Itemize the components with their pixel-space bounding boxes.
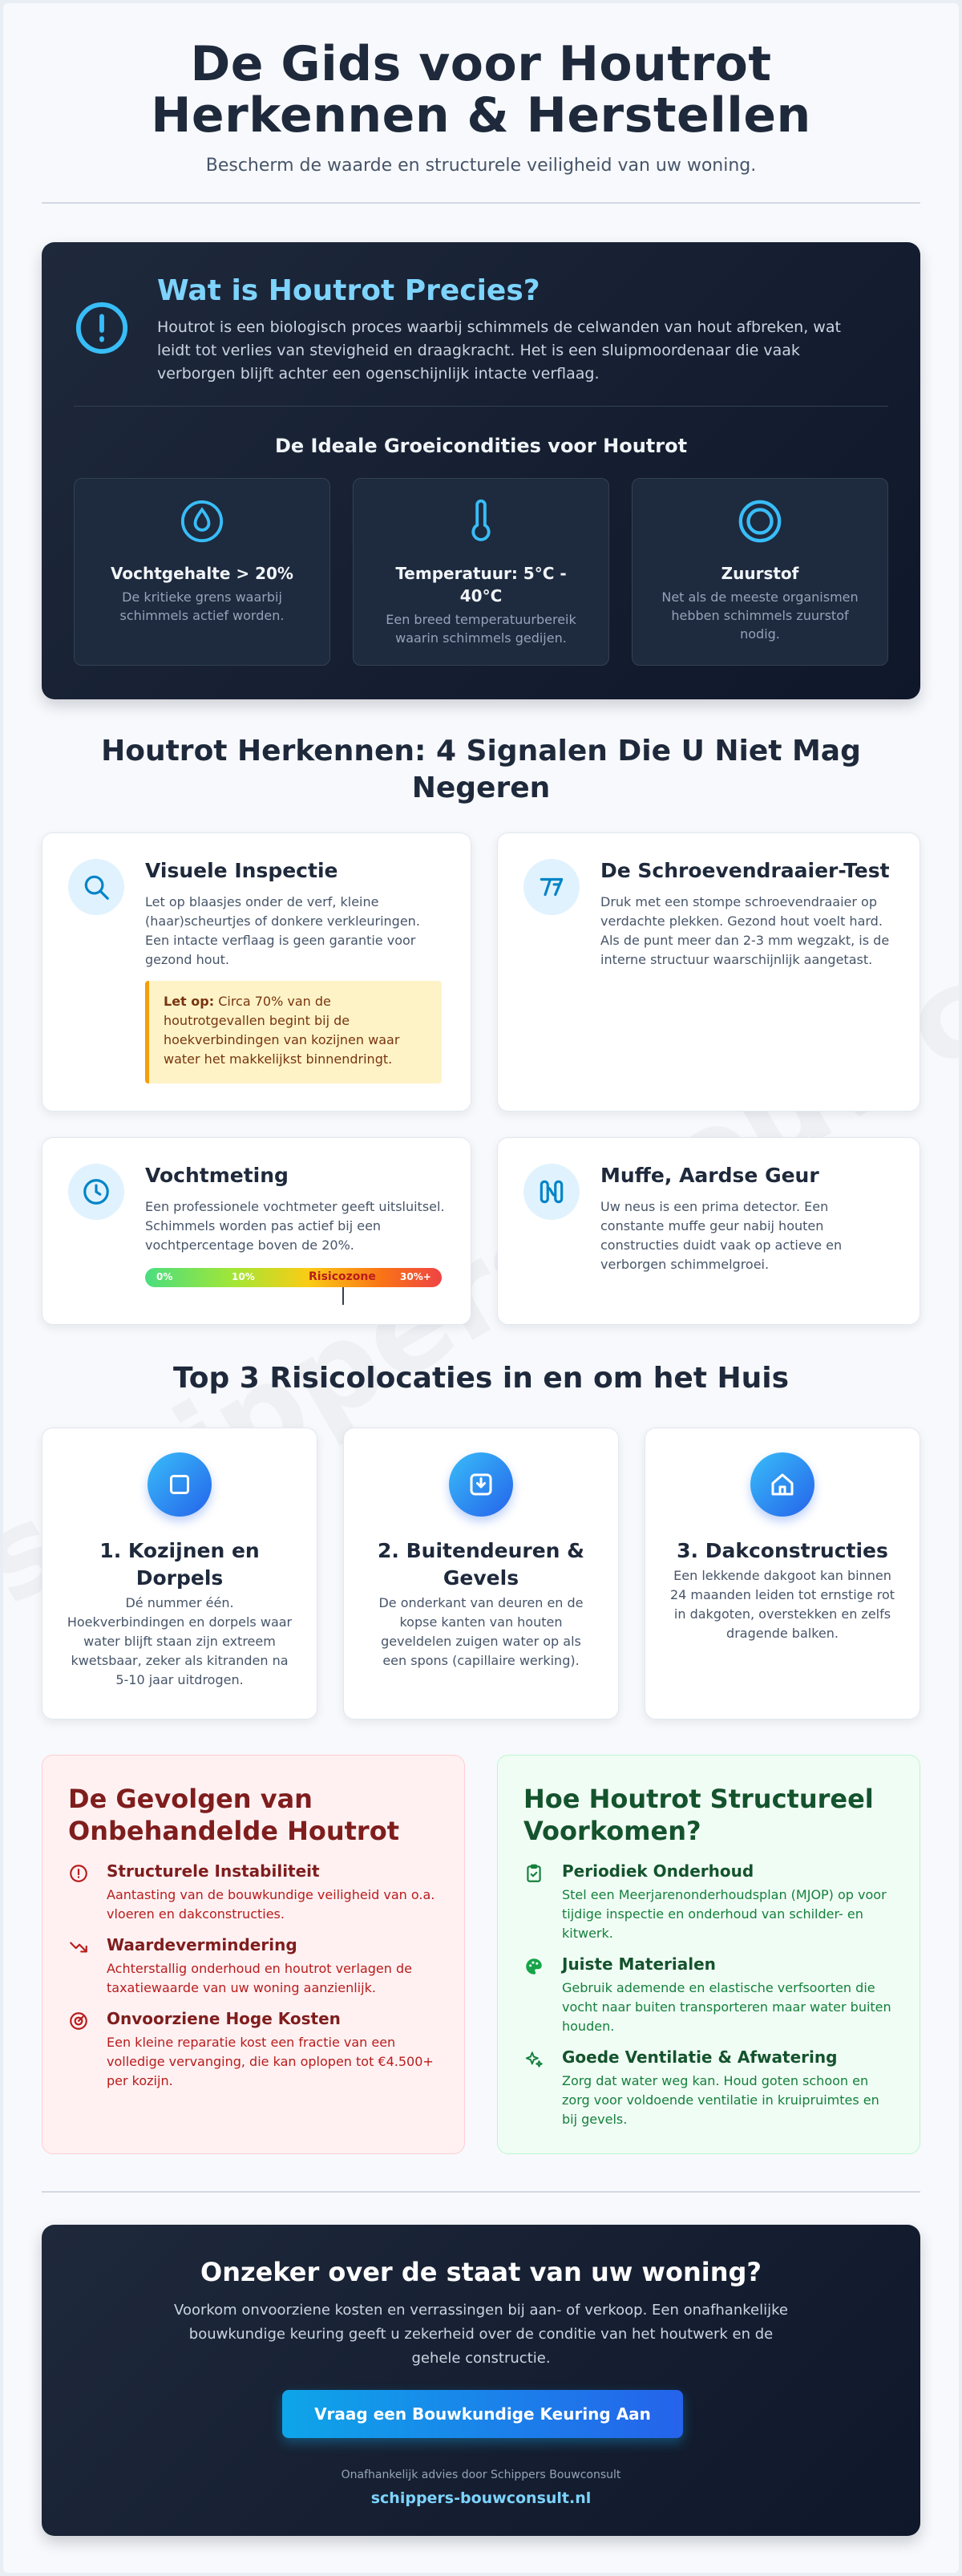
signal-title: Vochtmeting — [145, 1164, 289, 1187]
meter-label: 30%+ — [400, 1271, 431, 1282]
signal-card-screwdriver: De Schroevendraaier-Test Druk met een st… — [497, 832, 920, 1112]
consequence-title: Structurele Instabiliteit — [107, 1861, 320, 1881]
meter-label: 10% — [232, 1271, 255, 1282]
nose-icon — [523, 1164, 580, 1220]
risk-card-frames: 1. Kozijnen en Dorpels Dé nummer één. Ho… — [42, 1428, 317, 1719]
condition-desc: De kritieke grens waarbij schimmels acti… — [119, 589, 285, 623]
intro-description: Houtrot is een biologisch proces waarbij… — [157, 318, 841, 383]
prevention-title: Hoe Houtrot Structureel Voorkomen? — [523, 1784, 874, 1846]
consequence-text: Achterstallig onderhoud en houtrot verla… — [107, 1961, 412, 1995]
divider — [42, 2191, 920, 2193]
condition-desc: Een breed temperatuurbereik waarin schim… — [386, 612, 576, 646]
risk-text: De onderkant van deuren en de kopse kant… — [378, 1595, 584, 1668]
water-drop-icon — [180, 500, 224, 543]
consequence-text: Een kleine reparatie kost een fractie va… — [107, 2035, 434, 2088]
risk-title: 3. Dakconstructies — [677, 1539, 888, 1562]
cta-title: Onzeker over de staat van uw woning? — [200, 2257, 762, 2287]
sparkles-icon — [525, 2051, 543, 2068]
oxygen-ring-icon — [738, 500, 782, 543]
paint-palette-icon — [526, 1958, 542, 1975]
moisture-meter: 0% 10% Risicozone 30%+ — [145, 1268, 442, 1287]
risk-card-doors: 2. Buitendeuren & Gevels De onderkant va… — [343, 1428, 619, 1719]
cta-attribution: Onafhankelijk advies door Schippers Bouw… — [341, 2469, 621, 2481]
prevention-text: Stel een Meerjarenonderhoudsplan (MJOP) … — [562, 1887, 887, 1941]
signal-title: De Schroevendraaier-Test — [600, 859, 890, 882]
alert-circle-icon — [70, 1865, 87, 1882]
consequence-title: Waardevermindering — [107, 1935, 297, 1954]
cta-card: Onzeker over de staat van uw woning? Voo… — [42, 2225, 920, 2536]
page-title: De Gids voor Houtrot Herkennen & Herstel… — [42, 38, 920, 141]
window-frame-icon — [148, 1452, 212, 1517]
title-line-1: De Gids voor Houtrot — [190, 36, 772, 92]
intro-title: Wat is Houtrot Precies? — [157, 274, 540, 307]
risk-title: 1. Kozijnen en Dorpels — [99, 1539, 260, 1590]
signal-card-smell: Muffe, Aardse Geur Uw neus is een prima … — [497, 1137, 920, 1325]
risk-title: 2. Buitendeuren & Gevels — [378, 1539, 584, 1590]
divider — [42, 202, 920, 204]
trending-down-icon — [70, 1942, 87, 1953]
condition-card-oxygen: Zuurstof Net als de meeste organismen he… — [632, 478, 888, 666]
condition-title: Zuurstof — [721, 564, 799, 583]
screwdriver-icon — [523, 859, 580, 915]
intro-card: Wat is Houtrot Precies? Houtrot is een b… — [42, 242, 920, 699]
signal-card-moisture: Vochtmeting Een professionele vochtmeter… — [42, 1137, 471, 1325]
condition-card-moisture: Vochtgehalte > 20% De kritieke grens waa… — [74, 478, 330, 666]
prevention-title: Periodiek Onderhoud — [562, 1861, 754, 1881]
page: schippers-bouwconsult De Gids voor Houtr… — [3, 3, 959, 2573]
prevention-title: Juiste Materialen — [562, 1954, 716, 1974]
title-line-2: Herkennen & Herstellen — [151, 87, 811, 144]
exclamation-circle-icon — [75, 302, 128, 354]
consequence-text: Aantasting van de bouwkundige veiligheid… — [107, 1887, 435, 1922]
page-subtitle: Bescherm de waarde en structurele veilig… — [205, 156, 757, 176]
condition-title: Vochtgehalte > 20% — [111, 564, 293, 583]
condition-desc: Net als de meeste organismen hebben schi… — [661, 589, 859, 642]
risks-title: Top 3 Risicolocaties in en om het Huis — [172, 1362, 790, 1395]
signal-card-visual: Visuele Inspectie Let op blaasjes onder … — [42, 832, 471, 1112]
warning-note: Let op: Circa 70% van de houtrotgevallen… — [145, 981, 442, 1083]
website-link[interactable]: schippers-bouwconsult.nl — [370, 2489, 592, 2507]
prevention-title: Goede Ventilatie & Afwatering — [562, 2047, 838, 2067]
intro-divider — [74, 406, 888, 407]
signal-title: Visuele Inspectie — [145, 859, 338, 882]
risk-card-roof: 3. Dakconstructies Een lekkende dakgoot … — [645, 1428, 920, 1719]
signal-text: Een professionele vochtmeter geeft uitsl… — [145, 1199, 445, 1253]
signal-text: Uw neus is een prima detector. Een const… — [600, 1199, 843, 1272]
consequence-title: Onvoorziene Hoge Kosten — [107, 2009, 341, 2028]
conditions-title: De Ideale Groeicondities voor Houtrot — [274, 435, 688, 457]
condition-card-temperature: Temperatuur: 5°C - 40°C Een breed temper… — [353, 478, 609, 666]
prevention-panel: Hoe Houtrot Structureel Voorkomen? Perio… — [497, 1755, 920, 2154]
meter-indicator — [342, 1287, 344, 1305]
risk-text: Een lekkende dakgoot kan binnen 24 maand… — [669, 1568, 895, 1641]
signal-title: Muffe, Aardse Geur — [600, 1164, 819, 1187]
prevention-text: Gebruik ademende en elastische verfsoort… — [562, 1980, 891, 2034]
signal-text: Let op blaasjes onder de verf, kleine (h… — [145, 894, 420, 967]
request-inspection-button[interactable]: Vraag een Bouwkundige Keuring Aan — [282, 2390, 683, 2438]
consequences-title: De Gevolgen van Onbehandelde Houtrot — [68, 1784, 399, 1846]
door-download-icon — [449, 1452, 513, 1517]
meter-label: 0% — [156, 1271, 173, 1282]
house-icon — [750, 1452, 814, 1517]
consequences-panel: De Gevolgen van Onbehandelde Houtrot Str… — [42, 1755, 465, 2154]
page-header: De Gids voor Houtrot Herkennen & Herstel… — [42, 38, 920, 176]
gauge-icon — [70, 2012, 87, 2030]
risk-text: Dé nummer één. Hoekverbindingen en dorpe… — [67, 1595, 293, 1687]
cta-text: Voorkom onvoorziene kosten en verrassing… — [174, 2302, 788, 2367]
thermometer-icon — [471, 499, 491, 541]
signal-text: Druk met een stompe schroevendraaier op … — [600, 894, 890, 967]
clipboard-check-icon — [527, 1864, 541, 1882]
prevention-text: Zorg dat water weg kan. Houd goten schoo… — [562, 2073, 879, 2127]
signals-title: Houtrot Herkennen: 4 Signalen Die U Niet… — [101, 735, 861, 804]
clock-icon — [68, 1164, 124, 1220]
meter-risk-zone: Risicozone — [309, 1270, 376, 1283]
condition-title: Temperatuur: 5°C - 40°C — [395, 564, 567, 606]
search-icon — [68, 859, 124, 915]
